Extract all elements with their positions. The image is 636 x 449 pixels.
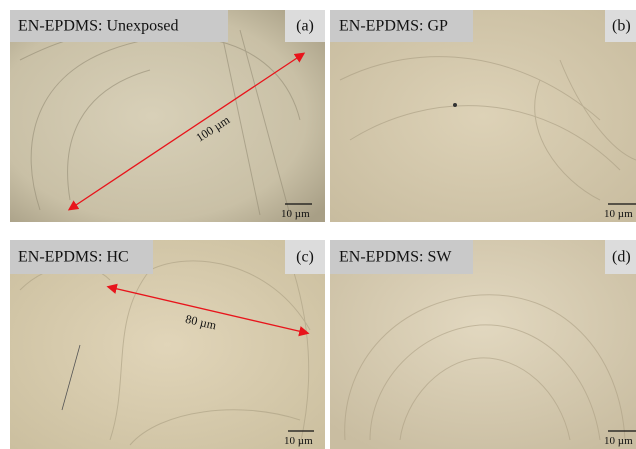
scale-label: 10 µm — [284, 435, 313, 447]
panel-letter: (d) — [612, 249, 631, 266]
panel-c: EN-EPDMS: HC (c) 80 µm 10 µm — [10, 240, 325, 449]
panel-label: EN-EPDMS: GP — [339, 18, 448, 35]
panel-b: EN-EPDMS: GP (b) 10 µm — [330, 10, 636, 222]
figure: EN-EPDMS: Unexposed (a) 100 µm 10 µm EN-… — [0, 0, 636, 449]
panel-label: EN-EPDMS: HC — [18, 249, 129, 266]
panel-letter: (b) — [612, 18, 631, 35]
panel-d: EN-EPDMS: SW (d) 10 µm — [330, 240, 636, 449]
panel-letter: (c) — [296, 249, 314, 266]
scale-label: 10 µm — [281, 208, 310, 220]
panel-label: EN-EPDMS: Unexposed — [18, 18, 178, 35]
page: EN-EPDMS: Unexposed (a) 100 µm 10 µm EN-… — [0, 0, 636, 449]
scale-label: 10 µm — [604, 208, 633, 220]
panel-letter: (a) — [296, 18, 314, 35]
panel-a: EN-EPDMS: Unexposed (a) 100 µm 10 µm — [10, 10, 325, 222]
panel-label: EN-EPDMS: SW — [339, 249, 452, 266]
scale-label: 10 µm — [604, 435, 633, 447]
